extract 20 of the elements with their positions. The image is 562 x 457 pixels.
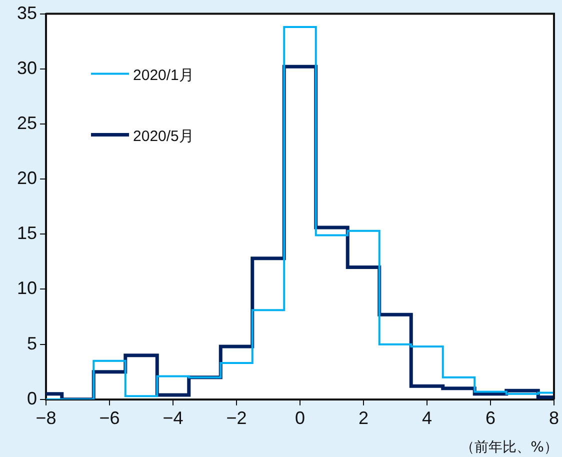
y-tick-label: 20 — [16, 168, 38, 188]
y-tick-label: 15 — [16, 223, 38, 244]
y-tick-label: 25 — [16, 112, 38, 133]
x-tick-label: 2 — [358, 408, 369, 428]
y-tick-label: 30 — [16, 58, 38, 78]
y-tick-label: 35 — [16, 2, 38, 23]
x-tick-label: 8 — [548, 408, 559, 428]
x-tick-label: −6 — [99, 408, 120, 428]
legend-label: 2020/5月 — [133, 128, 194, 145]
x-tick-label: 6 — [485, 408, 496, 428]
x-tick-label: −8 — [36, 408, 56, 428]
y-tick-label: 10 — [16, 278, 38, 298]
legend-label: 2020/1月 — [133, 66, 194, 84]
x-tick-label: −4 — [162, 408, 184, 428]
x-tick-label: −2 — [226, 408, 247, 428]
x-tick-label: 4 — [422, 408, 432, 428]
x-tick-label: 0 — [295, 408, 306, 428]
y-tick-label: 0 — [27, 388, 38, 408]
y-tick-label: 5 — [27, 333, 38, 354]
x-axis-title: （前年比、%） — [460, 440, 558, 456]
